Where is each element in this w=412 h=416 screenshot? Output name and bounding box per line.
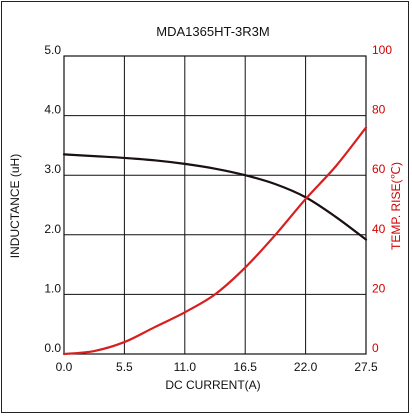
y-tick-label: 5.0 — [44, 43, 61, 57]
y-tick-label: 2.0 — [44, 222, 61, 236]
grid — [64, 56, 366, 354]
x-axis-label: DC CURRENT(A) — [165, 378, 260, 392]
y2-axis-label: TEMP. RISE(℃) — [389, 162, 403, 250]
plot-border — [63, 55, 367, 355]
y-axis-label: INDUCTANCE (uH) — [8, 154, 22, 258]
y2-tick-label: 40 — [372, 222, 386, 236]
x-tick-labels: 0.0 5.5 11.0 16.5 22.0 27.5 — [56, 360, 378, 374]
series-lines — [62, 126, 368, 356]
y-tick-label: 3.0 — [44, 162, 61, 176]
chart-title: MDA1365HT-3R3M — [156, 24, 269, 39]
y2-tick-label: 60 — [372, 162, 386, 176]
y2-tick-label: 20 — [372, 281, 386, 295]
x-tick-label: 0.0 — [56, 360, 73, 374]
y2-tick-label: 0 — [372, 341, 379, 355]
y2-tick-label: 100 — [372, 43, 392, 57]
x-tick-label: 16.5 — [234, 360, 258, 374]
y-tick-label: 1.0 — [44, 281, 61, 295]
x-tick-label: 27.5 — [354, 360, 378, 374]
y-tick-labels: 0.0 1.0 2.0 3.0 4.0 5.0 — [44, 43, 61, 355]
inductance-line — [62, 153, 368, 241]
y2-tick-label: 80 — [372, 103, 386, 117]
x-tick-label: 22.0 — [294, 360, 318, 374]
x-tick-label: 11.0 — [174, 360, 197, 374]
y2-tick-labels: 0 20 40 60 80 100 — [372, 43, 392, 355]
y-tick-label: 0.0 — [44, 341, 61, 355]
temp-rise-line — [62, 126, 368, 356]
x-tick-label: 5.5 — [116, 360, 133, 374]
y-tick-label: 4.0 — [44, 103, 61, 117]
